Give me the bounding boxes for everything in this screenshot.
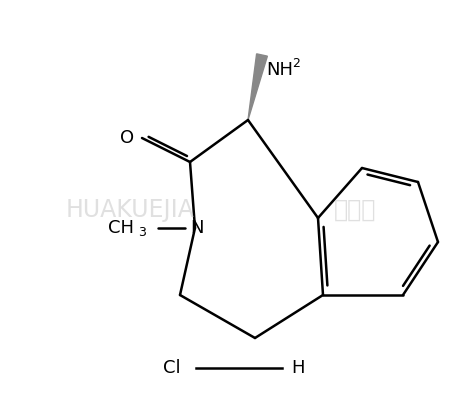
Text: Cl: Cl — [163, 359, 181, 377]
Text: 化学加: 化学加 — [334, 198, 376, 222]
Text: HUAKUEJIA: HUAKUEJIA — [65, 198, 194, 222]
Text: H: H — [291, 359, 305, 377]
Text: NH: NH — [266, 61, 293, 79]
Text: CH: CH — [108, 219, 134, 237]
Text: N: N — [190, 219, 204, 237]
Text: O: O — [120, 129, 134, 147]
Text: 3: 3 — [138, 226, 146, 239]
Text: 2: 2 — [292, 57, 300, 70]
Polygon shape — [248, 54, 267, 120]
